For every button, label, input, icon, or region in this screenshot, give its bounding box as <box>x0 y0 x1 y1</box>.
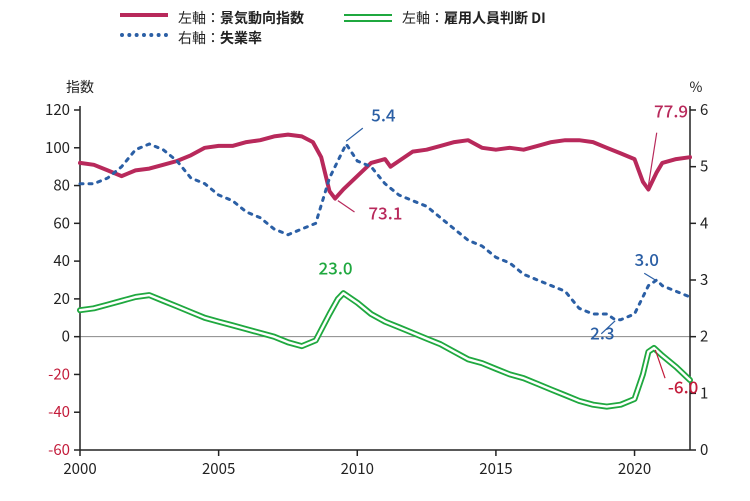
svg-text:-20: -20 <box>48 363 70 384</box>
legend-swatch-koyou <box>344 14 392 22</box>
svg-text:20: 20 <box>53 288 70 309</box>
legend-axis-koyou: 左軸： <box>402 8 444 28</box>
legend-row-1: 左軸： 景気動向指数 左軸： 雇用人員判断 DI <box>0 8 750 28</box>
svg-text:1: 1 <box>700 382 708 403</box>
svg-text:2.3: 2.3 <box>590 320 614 345</box>
svg-text:40: 40 <box>53 250 70 271</box>
svg-text:2000: 2000 <box>63 458 96 479</box>
legend: 左軸： 景気動向指数 左軸： 雇用人員判断 DI 右軸： 失業率 <box>0 8 750 48</box>
svg-text:-6.0: -6.0 <box>668 373 699 398</box>
svg-text:-60: -60 <box>48 439 70 460</box>
chart-svg: -60 -40 -20 0 20 40 60 80 100 120指数 0 1 2 3 4 5 6% 2000 20… <box>0 0 750 501</box>
svg-text:2005: 2005 <box>202 458 235 479</box>
legend-axis-shitsu: 右軸： <box>178 28 220 48</box>
svg-text:5: 5 <box>700 156 708 177</box>
svg-text:0: 0 <box>62 326 70 347</box>
svg-text:5.4: 5.4 <box>371 101 396 126</box>
legend-label-shitsu: 失業率 <box>220 28 262 48</box>
svg-text:60: 60 <box>53 212 70 233</box>
svg-text:23.0: 23.0 <box>318 254 352 279</box>
svg-text:4: 4 <box>700 212 708 233</box>
legend-label-keiki: 景気動向指数 <box>220 8 304 28</box>
legend-label-koyou: 雇用人員判断 DI <box>444 8 546 28</box>
svg-text:2020: 2020 <box>618 458 651 479</box>
svg-text:73.1: 73.1 <box>368 200 402 225</box>
svg-text:2: 2 <box>700 326 708 347</box>
svg-text:77.9: 77.9 <box>654 98 688 123</box>
svg-text:100: 100 <box>45 137 70 158</box>
svg-text:%: % <box>690 77 703 97</box>
svg-text:120: 120 <box>45 99 70 120</box>
legend-row-2: 右軸： 失業率 <box>0 28 750 48</box>
legend-item-koyou: 左軸： 雇用人員判断 DI <box>344 8 546 28</box>
svg-text:-40: -40 <box>48 401 70 422</box>
svg-text:80: 80 <box>53 175 70 196</box>
legend-item-shitsu: 右軸： 失業率 <box>120 28 262 48</box>
legend-item-keiki: 左軸： 景気動向指数 <box>120 8 304 28</box>
svg-text:6: 6 <box>700 99 708 120</box>
legend-axis-keiki: 左軸： <box>178 8 220 28</box>
legend-swatch-shitsu <box>120 33 168 51</box>
svg-text:2010: 2010 <box>341 458 374 479</box>
svg-text:3.0: 3.0 <box>635 246 659 271</box>
svg-text:2015: 2015 <box>479 458 512 479</box>
svg-text:3: 3 <box>700 269 708 290</box>
chart-container: 左軸： 景気動向指数 左軸： 雇用人員判断 DI 右軸： 失業率 -60-40-… <box>0 0 750 501</box>
svg-text:指数: 指数 <box>66 77 94 97</box>
svg-text:0: 0 <box>700 439 708 460</box>
legend-swatch-keiki <box>120 13 168 31</box>
